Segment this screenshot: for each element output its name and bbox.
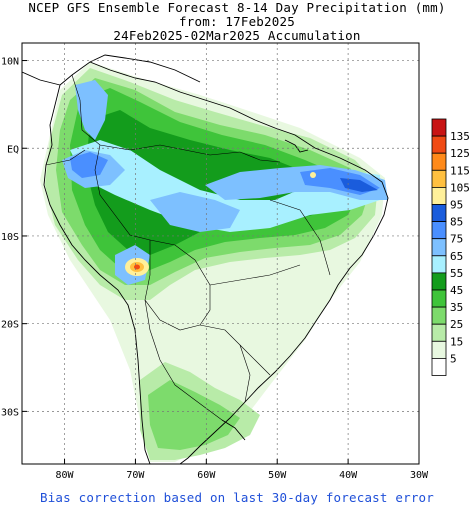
legend-level-label: 5 [450, 352, 457, 365]
legend-color-box [431, 221, 447, 240]
precipitation-legend: 135 125 115 105 95 85 75 65 55 45 35 25 15 5 [431, 118, 470, 376]
legend-color-box [431, 204, 447, 223]
legend-color-box [431, 186, 447, 205]
border-argentina [144, 299, 223, 421]
lat-label: 20S [1, 320, 19, 331]
legend-level-label: 95 [450, 199, 463, 212]
legend-color-box [431, 169, 447, 188]
precip-light-blue-amazon [70, 140, 380, 232]
border-bolivia [144, 240, 201, 331]
longitude-labels: 80W 70W 60W 50W 40W 30W [56, 459, 429, 481]
precip-max-red [134, 264, 140, 270]
coastlines [22, 54, 389, 464]
legend-color-box [431, 340, 447, 359]
brazil-state-lines [269, 199, 331, 276]
legend-color-box [431, 118, 447, 137]
precip-mid-blue [70, 152, 108, 178]
lat-label: EQ [7, 144, 19, 155]
lat-label: 10N [1, 57, 19, 68]
legend-level-label: 15 [450, 335, 463, 348]
map-subtitle-from: from: 17Feb2025 [179, 14, 295, 29]
legend-level-label: 115 [450, 164, 470, 177]
border-ecuador [45, 149, 86, 166]
rio-plata [221, 419, 246, 441]
legend-color-box [431, 238, 447, 257]
border-uruguay [239, 344, 251, 403]
lon-label: 40W [339, 470, 358, 481]
lon-label: 30W [410, 470, 429, 481]
legend-color-box [431, 357, 447, 376]
legend-level-label: 65 [450, 250, 463, 263]
precip-dark-blue [340, 178, 378, 192]
map-title: NCEP GFS Ensemble Forecast 8-14 Day Prec… [28, 0, 446, 15]
legend-color-box [431, 255, 447, 274]
caribbean-coast [89, 54, 201, 83]
legend-color-box [431, 152, 447, 171]
legend-level-label: 75 [450, 233, 463, 246]
lon-label: 70W [126, 470, 145, 481]
legend-color-box [431, 289, 447, 308]
latitude-labels: 10N EQ 10S 20S 30S [1, 57, 27, 418]
legend-color-box [431, 272, 447, 291]
map-subtitle-period: 24Feb2025-02Mar2025 Accumulation [113, 28, 361, 43]
precip-field [40, 62, 388, 462]
south-america-coast [59, 61, 389, 464]
border-guianas [239, 151, 281, 163]
precip-south-medium [148, 380, 240, 450]
brazil-state-lines-2 [209, 264, 301, 286]
legend-level-label: 125 [450, 147, 470, 160]
panama-coast [22, 71, 61, 86]
precip-blue-central [150, 192, 240, 232]
border-brazil-north [129, 144, 241, 156]
plot-frame [21, 42, 420, 465]
legend-color-box [431, 306, 447, 325]
lon-label: 60W [197, 470, 216, 481]
pacific-coast [43, 84, 151, 464]
legend-level-label: 35 [450, 301, 463, 314]
precip-blue-colombia [75, 80, 108, 140]
border-colombia-venezuela [71, 74, 131, 151]
legend-color-box [431, 135, 447, 154]
border-bolivia-brazil [149, 239, 211, 326]
legend-level-label: 45 [450, 284, 463, 297]
lat-label: 30S [1, 407, 19, 418]
lon-label: 80W [56, 470, 75, 481]
gridlines [22, 43, 419, 464]
precip-yellow-northeast [310, 172, 316, 178]
lon-label: 50W [268, 470, 287, 481]
legend-level-label: 135 [450, 130, 470, 143]
legend-level-label: 105 [450, 181, 470, 194]
legend-level-label: 25 [450, 318, 463, 331]
legend-level-label: 85 [450, 216, 463, 229]
legend-level-label: 55 [450, 267, 463, 280]
legend-color-box [431, 323, 447, 342]
bias-correction-note: Bias correction based on last 30-day for… [39, 490, 434, 505]
lat-label: 10S [1, 232, 19, 243]
